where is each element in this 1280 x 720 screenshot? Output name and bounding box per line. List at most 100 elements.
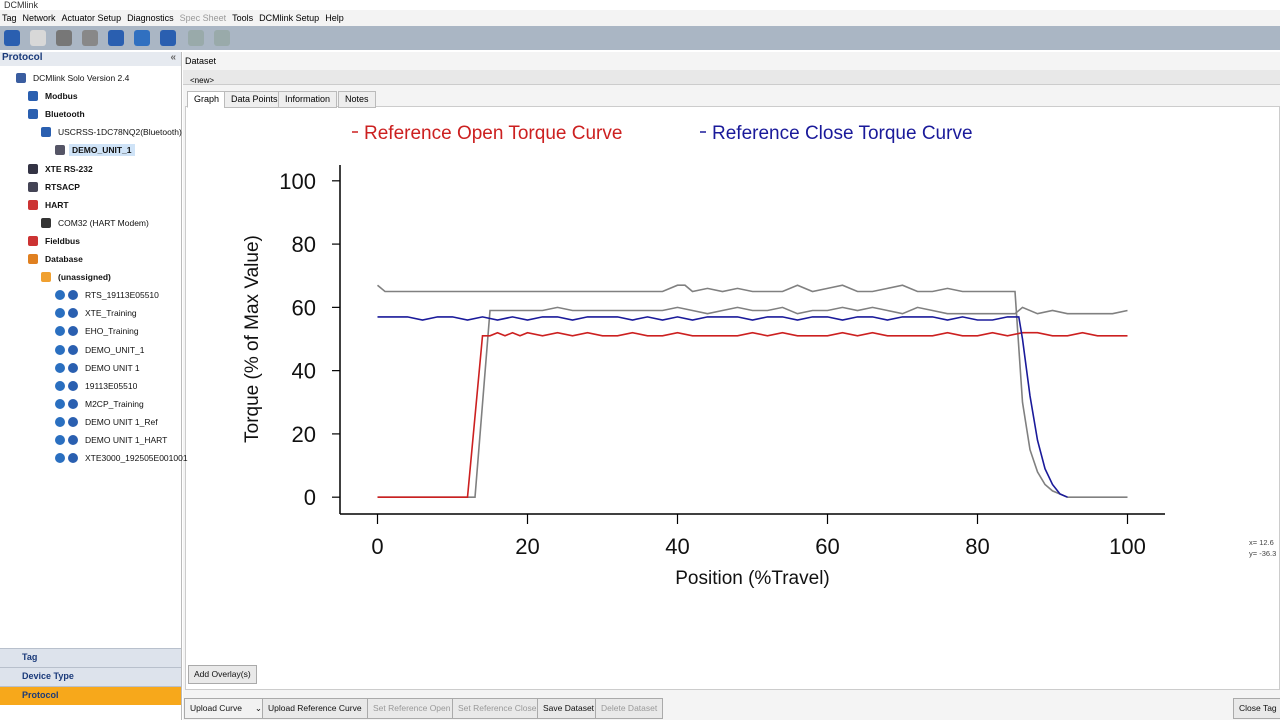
nav-label: Protocol <box>22 690 59 700</box>
tree-item[interactable]: USCRSS-1DC78NQ2(Bluetooth) <box>58 127 182 138</box>
dataset-bar: <new> <box>183 70 1280 85</box>
menu-bar: Tag Network Actuator Setup Diagnostics Spec … <box>0 10 1280 26</box>
tool-icon[interactable] <box>214 30 230 46</box>
nav-label: Tag <box>22 652 38 662</box>
tree-item[interactable]: DEMO_UNIT_1 <box>69 144 135 157</box>
tree-item[interactable]: HART <box>45 199 69 210</box>
menu-item[interactable]: Help <box>325 13 344 23</box>
tree-icon <box>55 453 65 464</box>
tab[interactable]: Data Points <box>224 91 285 108</box>
menu-item[interactable]: Diagnostics <box>127 13 174 23</box>
tree-icon <box>55 290 65 301</box>
tree-icon <box>68 308 78 319</box>
tree-icon <box>68 453 78 464</box>
tree-icon <box>68 435 78 445</box>
tool-icon[interactable] <box>134 30 150 46</box>
tree-icon <box>68 398 78 409</box>
upload-reference-button[interactable]: Upload Reference Curve <box>262 698 368 719</box>
delete-button[interactable]: Delete Dataset <box>595 698 664 719</box>
upload-curve-dropdown[interactable]: Upload Curve ⌄ <box>184 698 266 719</box>
tree-icon <box>55 362 65 373</box>
cursor-y: y= -36.3 <box>1249 549 1277 558</box>
dataset-title: Dataset <box>185 56 217 66</box>
tree-icon <box>55 326 65 337</box>
save-button[interactable]: Save Dataset <box>537 698 601 719</box>
cursor-x: x= 12.6 <box>1249 538 1274 547</box>
dataset-name: <new> <box>190 76 215 85</box>
tree-icon <box>28 199 38 210</box>
menu-item[interactable]: Tools <box>232 13 254 23</box>
tree-icon <box>55 416 65 427</box>
menu-item[interactable]: Spec Sheet <box>179 13 227 23</box>
tree-item[interactable]: M2CP_Training <box>85 398 144 409</box>
sidebar-header: Protocol « <box>0 52 181 66</box>
add-overlay-button[interactable]: Add Overlay(s) <box>188 665 257 684</box>
menu-item[interactable]: Network <box>22 13 56 23</box>
tree-icon <box>68 416 78 427</box>
tool-icon[interactable] <box>56 30 72 46</box>
tree-icon <box>55 308 65 319</box>
tree-icon <box>68 326 78 337</box>
tree-item[interactable]: XTE_Training <box>85 308 137 319</box>
tree-icon <box>55 398 65 409</box>
tree-icon <box>55 145 65 156</box>
tree-item[interactable]: RTSACP <box>45 181 80 192</box>
tree-item[interactable]: COM32 (HART Modem) <box>58 217 149 228</box>
tree-item[interactable]: XTE3000_192505E001001 <box>85 453 188 464</box>
tree-icon <box>28 91 38 102</box>
tree-item[interactable]: Database <box>45 254 83 264</box>
tool-icon[interactable] <box>160 30 176 46</box>
tree-icon <box>28 163 38 174</box>
nav-item[interactable] <box>0 686 181 705</box>
tree-item[interactable]: Bluetooth <box>45 109 85 120</box>
tool-icon[interactable] <box>4 30 20 46</box>
tree-icon <box>68 362 78 373</box>
dropdown-label: Upload Curve <box>190 703 242 713</box>
tree-item[interactable]: (unassigned) <box>58 272 111 283</box>
tree-icon <box>68 380 78 391</box>
tab[interactable]: Information <box>278 91 338 108</box>
tree-item[interactable]: DEMO_UNIT_1 <box>85 344 145 355</box>
tree-item[interactable]: XTE RS-232 <box>45 163 93 174</box>
tree-item[interactable]: 19113E05510 <box>85 380 138 391</box>
tree-icon <box>28 109 38 120</box>
graph-panel <box>185 106 1280 690</box>
tab[interactable]: Graph <box>187 91 227 108</box>
menu-item[interactable]: DCMlink Setup <box>259 13 320 23</box>
tree-icon <box>55 380 65 391</box>
tree-icon <box>68 290 78 301</box>
close-tag-button[interactable]: Close Tag <box>1233 698 1280 719</box>
sidebar-title: Protocol <box>2 52 43 63</box>
tree-icon <box>28 254 38 264</box>
title-bar: DCMlink <box>0 0 1280 10</box>
tree-icon <box>28 235 38 246</box>
tree-item[interactable]: DEMO UNIT 1 <box>85 362 140 373</box>
tree-item[interactable]: Modbus <box>45 91 78 102</box>
nav-item[interactable] <box>0 667 181 686</box>
tab[interactable]: Notes <box>338 91 376 108</box>
nav-label: Device Type <box>22 671 74 681</box>
tool-icon[interactable] <box>30 30 46 46</box>
tree-item[interactable]: DCMlink Solo Version 2.4 <box>33 73 130 83</box>
tree-icon <box>55 344 65 355</box>
tree-item[interactable]: Fieldbus <box>45 235 80 246</box>
window-title: DCMlink <box>4 0 39 10</box>
tree-item[interactable]: DEMO UNIT 1_Ref <box>85 416 158 427</box>
menu-item[interactable]: Tag <box>2 13 17 23</box>
tool-icon[interactable] <box>82 30 98 46</box>
tree-icon <box>41 272 51 283</box>
set-open-button[interactable]: Set Reference Open <box>367 698 457 719</box>
set-close-button[interactable]: Set Reference Close <box>452 698 543 719</box>
tree-icon <box>41 217 51 228</box>
toolbar <box>0 26 1280 50</box>
tree-item[interactable]: RTS_19113E05510 <box>85 290 159 301</box>
tree-item[interactable]: DEMO UNIT 1_HART <box>85 435 168 445</box>
tool-icon[interactable] <box>188 30 204 46</box>
tree-icon <box>28 181 38 192</box>
tree-icon <box>16 73 26 83</box>
nav-item[interactable] <box>0 648 181 667</box>
tree-item[interactable]: EHO_Training <box>85 326 139 337</box>
menu-item[interactable]: Actuator Setup <box>61 13 122 23</box>
tool-icon[interactable] <box>108 30 124 46</box>
